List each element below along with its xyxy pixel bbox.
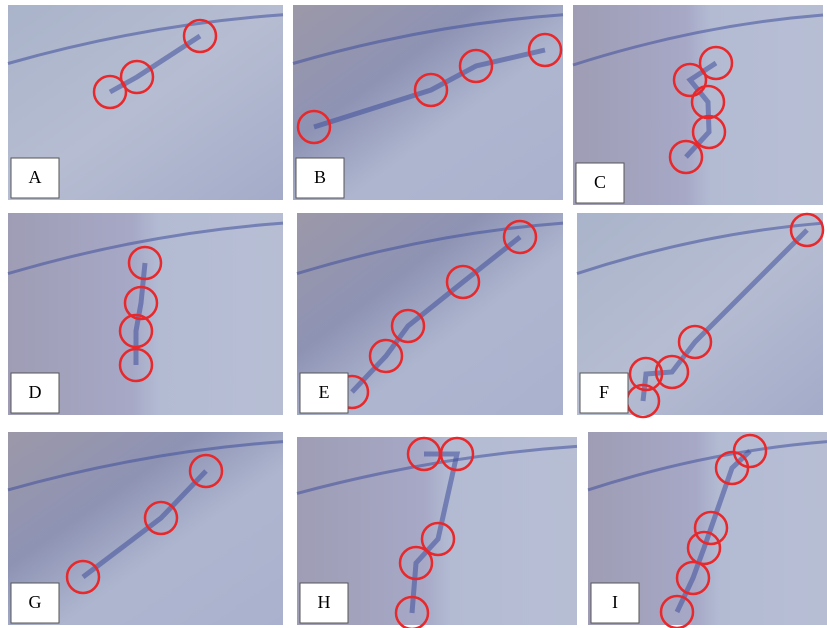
panel: G [8, 432, 283, 625]
panel-label: C [594, 172, 606, 192]
panel-label: F [599, 382, 609, 402]
panel-label: A [29, 167, 42, 187]
panel: F [577, 213, 823, 417]
panel-label: B [314, 167, 326, 187]
panel: I [588, 432, 827, 628]
panel: C [573, 5, 823, 205]
panels: A B C D E F G H I [8, 5, 827, 628]
panel: A [8, 5, 283, 200]
panel: B [293, 5, 563, 200]
figure: A B C D E F G H I [0, 0, 827, 628]
panel-label: I [612, 592, 618, 612]
panel-label: D [29, 382, 42, 402]
panel-label: H [318, 592, 331, 612]
panel: E [297, 213, 563, 415]
panel: D [8, 213, 283, 415]
panel: H [297, 437, 577, 628]
panel-label: E [319, 382, 330, 402]
panel-label: G [29, 592, 42, 612]
